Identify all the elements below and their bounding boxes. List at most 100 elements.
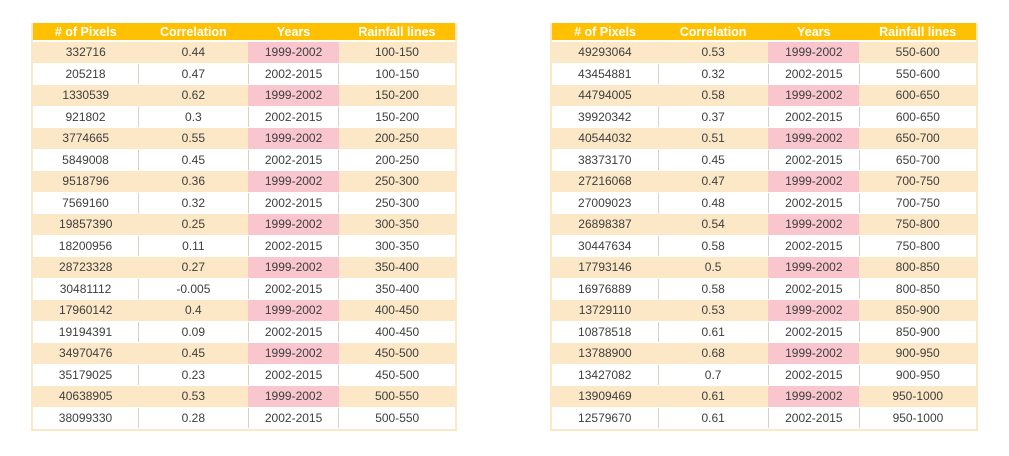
table-cell: 0.45 <box>138 342 249 365</box>
table-row: 205218 0.47 2002-2015 100-150 <box>33 63 455 85</box>
table-cell: 1999-2002 <box>768 342 860 365</box>
table-row: 27216068 0.47 1999-2002 700-750 <box>552 170 976 193</box>
table-cell: 700-750 <box>859 170 976 193</box>
table-cell: 150-200 <box>338 84 455 107</box>
table-row: 17960142 0.4 1999-2002 400-450 <box>33 299 455 322</box>
column-header-correlation: Correlation <box>658 23 769 42</box>
table-row: 921802 0.3 2002-2015 150-200 <box>33 106 455 128</box>
table-row: 13427082 0.7 2002-2015 900-950 <box>552 364 976 386</box>
table-cell: 332716 <box>33 41 139 64</box>
table-cell: 1330539 <box>33 84 139 107</box>
table-cell: 100-150 <box>338 41 455 64</box>
table-cell: 17960142 <box>33 299 139 322</box>
table-cell: 400-450 <box>338 321 455 343</box>
table-cell: 2002-2015 <box>767 106 860 128</box>
table-cell: 1999-2002 <box>768 84 860 107</box>
table-row: 44794005 0.58 1999-2002 600-650 <box>552 84 976 107</box>
pixels-correlation-table-right: # of Pixels Correlation Years Rainfall line… <box>552 23 976 429</box>
table-cell: 0.55 <box>138 127 249 150</box>
table-cell: 0.48 <box>657 192 769 214</box>
table-cell: 1999-2002 <box>768 385 860 408</box>
table-cell: 13909469 <box>552 385 658 408</box>
table-cell: 0.32 <box>657 63 769 85</box>
table-cell: 0.45 <box>138 149 249 171</box>
table-cell: 13729110 <box>552 299 658 322</box>
table-cell: 2002-2015 <box>247 321 339 343</box>
table-cell: 0.62 <box>138 84 249 107</box>
table-cell: 950-1000 <box>858 407 976 429</box>
table-cell: 0.5 <box>658 256 769 279</box>
table-row: 30447634 0.58 2002-2015 750-800 <box>552 235 976 257</box>
table-cell: 2002-2015 <box>247 192 339 214</box>
table-cell: 2002-2015 <box>767 192 860 214</box>
table-cell: 250-300 <box>338 192 455 214</box>
table-cell: 1999-2002 <box>248 342 339 365</box>
table-cell: 1999-2002 <box>248 385 339 408</box>
table-row: 3774665 0.55 1999-2002 200-250 <box>33 127 455 150</box>
table-row: 30481112 -0.005 2002-2015 350-400 <box>33 278 455 300</box>
table-cell: 2002-2015 <box>247 364 339 386</box>
table-cell: 0.61 <box>657 407 769 429</box>
table-cell: 2002-2015 <box>767 321 860 343</box>
column-header-of-pixels: # of Pixels <box>33 23 139 42</box>
table-row: 9518796 0.36 1999-2002 250-300 <box>33 170 455 193</box>
column-header-rainfall-lines: Rainfall lines <box>338 23 455 42</box>
table-cell: 500-550 <box>338 385 455 408</box>
table-cell: 900-950 <box>858 364 976 386</box>
table-row: 13909469 0.61 1999-2002 950-1000 <box>552 385 976 408</box>
table-row: 49293064 0.53 1999-2002 550-600 <box>552 41 976 64</box>
table-cell: 40638905 <box>33 385 139 408</box>
table-cell: 350-400 <box>338 278 455 300</box>
table-cell: 0.3 <box>138 106 249 128</box>
table-row: 10878518 0.61 2002-2015 850-900 <box>552 321 976 343</box>
table-cell: 900-950 <box>859 342 976 365</box>
table-cell: 550-600 <box>859 41 976 64</box>
table-cell: 150-200 <box>338 106 455 128</box>
table-cell: 0.28 <box>138 407 249 429</box>
table-cell: 2002-2015 <box>247 235 339 257</box>
table-cell: 1999-2002 <box>248 127 339 150</box>
table-row: 43454881 0.32 2002-2015 550-600 <box>552 63 976 85</box>
table-cell: 0.11 <box>138 235 249 257</box>
table-cell: 49293064 <box>552 41 658 64</box>
table-cell: 2002-2015 <box>247 149 339 171</box>
left-table-frame: # of Pixels Correlation Years Rainfall line… <box>31 23 457 431</box>
table-cell: 300-350 <box>338 213 455 236</box>
table-cell: 2002-2015 <box>767 235 860 257</box>
table-cell: 450-500 <box>338 364 455 386</box>
table-cell: 750-800 <box>858 235 976 257</box>
table-row: 7569160 0.32 2002-2015 250-300 <box>33 192 455 214</box>
table-cell: 16976889 <box>552 278 658 300</box>
table-cell: 1999-2002 <box>768 170 860 193</box>
table-cell: 0.53 <box>658 41 769 64</box>
table-cell: 2002-2015 <box>767 364 860 386</box>
table-cell: 0.47 <box>658 170 769 193</box>
table-cell: 7569160 <box>33 192 139 214</box>
table-cell: 0.58 <box>657 278 769 300</box>
table-cell: -0.005 <box>138 278 249 300</box>
header-row: # of Pixels Correlation Years Rainfall line… <box>33 23 455 42</box>
table-cell: 400-450 <box>338 299 455 322</box>
table-cell: 3774665 <box>33 127 139 150</box>
table-cell: 12579670 <box>552 407 658 429</box>
table-cell: 1999-2002 <box>768 299 860 322</box>
table-row: 38099330 0.28 2002-2015 500-550 <box>33 407 455 429</box>
table-cell: 0.47 <box>138 63 249 85</box>
table-cell: 27009023 <box>552 192 658 214</box>
table-cell: 0.23 <box>138 364 249 386</box>
table-cell: 200-250 <box>338 127 455 150</box>
table-row: 12579670 0.61 2002-2015 950-1000 <box>552 407 976 429</box>
table-cell: 600-650 <box>859 84 976 107</box>
table-cell: 10878518 <box>552 321 658 343</box>
table-cell: 921802 <box>33 106 139 128</box>
table-cell: 44794005 <box>552 84 658 107</box>
table-cell: 2002-2015 <box>767 149 860 171</box>
table-cell: 27216068 <box>552 170 658 193</box>
table-cell: 550-600 <box>858 63 976 85</box>
pixels-correlation-table-left: # of Pixels Correlation Years Rainfall line… <box>33 23 455 429</box>
table-cell: 2002-2015 <box>767 407 860 429</box>
table-cell: 2002-2015 <box>247 106 339 128</box>
table-cell: 0.4 <box>138 299 249 322</box>
table-cell: 26898387 <box>552 213 658 236</box>
table-cell: 0.32 <box>138 192 249 214</box>
